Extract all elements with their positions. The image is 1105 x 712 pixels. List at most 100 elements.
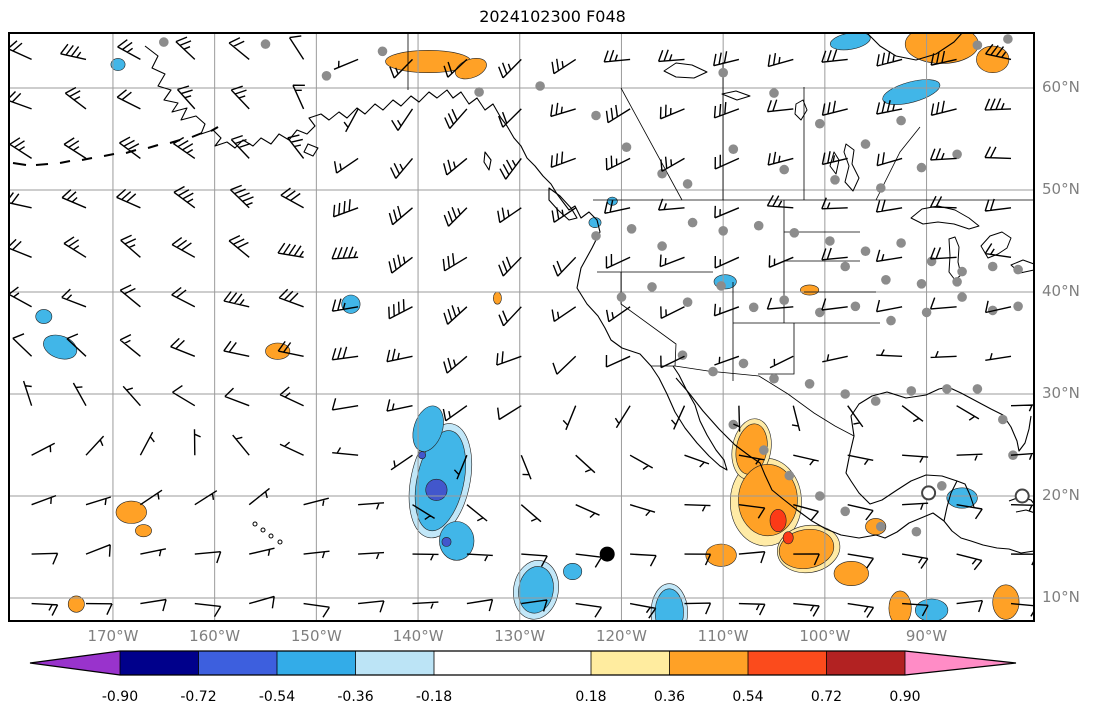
coastline xyxy=(144,45,728,471)
shaded-region xyxy=(769,508,787,532)
station-dot xyxy=(896,115,906,126)
station-dot xyxy=(942,384,952,394)
shaded-region xyxy=(412,405,444,452)
coastline xyxy=(865,31,964,61)
colorbar-outline xyxy=(29,650,1017,676)
shaded-region xyxy=(265,342,291,360)
station-dot xyxy=(876,183,886,193)
station-dot xyxy=(840,261,850,272)
shaded-region xyxy=(441,536,452,547)
lat-tick-label: 30°N xyxy=(1042,383,1080,402)
station-dot xyxy=(860,246,871,256)
station-dot xyxy=(789,228,800,238)
shaded-region xyxy=(492,291,502,305)
colorbar-segment xyxy=(198,651,277,675)
shaded-region xyxy=(946,487,978,509)
shaded-regions xyxy=(35,24,1020,642)
station-dot xyxy=(718,226,728,236)
station-dot xyxy=(753,220,764,231)
political-border xyxy=(620,272,677,367)
station-dot xyxy=(957,266,967,277)
station-dot xyxy=(957,292,967,302)
political-border xyxy=(758,323,795,375)
station-dot xyxy=(377,46,388,57)
station-dot xyxy=(921,307,932,318)
station-dot xyxy=(911,526,922,537)
colorbar-segment xyxy=(434,651,591,675)
station-dot xyxy=(972,40,983,50)
shaded-region xyxy=(67,595,85,613)
lake-outline xyxy=(910,205,980,230)
shaded-region xyxy=(135,524,152,538)
station-dot xyxy=(708,366,718,377)
map-plot-area xyxy=(5,24,1038,642)
island xyxy=(260,527,266,533)
lake-outline xyxy=(663,62,708,79)
island-chain xyxy=(147,144,159,149)
shaded-region xyxy=(563,562,583,580)
wind-barbs xyxy=(5,35,1038,619)
shaded-region xyxy=(914,598,949,622)
station-dot xyxy=(1003,34,1013,44)
station-dot xyxy=(779,295,789,306)
lon-tick-label: 110°W xyxy=(697,627,749,645)
colorbar-arrow-right xyxy=(905,651,1016,675)
station-dots xyxy=(159,34,1030,562)
station-dot xyxy=(626,224,637,234)
station-dot xyxy=(260,39,271,49)
station-dot xyxy=(937,481,947,491)
shaded-region xyxy=(833,560,869,586)
station-dot xyxy=(682,297,693,308)
island-chain xyxy=(191,132,203,138)
colorbar xyxy=(0,648,1105,684)
station-dot xyxy=(825,236,835,246)
station-dot xyxy=(1013,264,1023,275)
shaded-region xyxy=(110,58,126,71)
shaded-region xyxy=(976,45,1010,73)
station-dot xyxy=(916,279,927,289)
colorbar-tick-label: 0.18 xyxy=(575,689,607,705)
lon-tick-label: 160°W xyxy=(189,627,241,645)
lake-outline xyxy=(794,99,808,121)
lake-outline xyxy=(843,143,860,192)
shaded-region xyxy=(418,451,426,460)
station-dot xyxy=(728,144,739,154)
station-dot xyxy=(591,110,601,121)
station-dot xyxy=(972,384,983,394)
lon-tick-label: 140°W xyxy=(392,627,444,645)
station-dot xyxy=(474,87,484,97)
station-dot xyxy=(886,315,896,326)
station-dot xyxy=(159,37,169,47)
wind-barb-strokes xyxy=(5,35,1038,619)
storm-center-marker-open xyxy=(921,485,937,501)
colorbar-segment xyxy=(748,651,827,675)
station-dot xyxy=(896,238,906,248)
shaded-region xyxy=(115,500,147,524)
shaded-region xyxy=(800,284,820,296)
station-dot xyxy=(815,307,825,318)
lon-tick-label: 120°W xyxy=(595,627,647,645)
shaded-region xyxy=(705,543,737,567)
station-dot xyxy=(687,217,698,228)
station-dot xyxy=(840,506,850,517)
station-dot xyxy=(815,118,825,129)
shaded-region xyxy=(518,566,554,614)
lon-tick-label: 100°W xyxy=(799,627,851,645)
colorbar-tick-label: -0.54 xyxy=(258,689,296,705)
political-border xyxy=(875,126,921,201)
station-dot xyxy=(881,275,891,285)
map-border xyxy=(8,32,1035,622)
map-canvas xyxy=(5,24,1038,642)
colorbar-segment xyxy=(591,651,670,675)
island-chain xyxy=(35,163,49,166)
colorbar-tick-label: 0.36 xyxy=(653,689,686,705)
colorbar-tick-label: -0.18 xyxy=(415,689,453,705)
station-dot xyxy=(718,67,728,78)
coastline xyxy=(675,377,1035,554)
lat-tick-label: 40°N xyxy=(1042,281,1080,300)
station-dot xyxy=(748,302,759,313)
colorbar-segment xyxy=(669,651,748,675)
station-dot xyxy=(906,386,917,396)
station-dot xyxy=(647,282,657,292)
shaded-region xyxy=(588,217,602,228)
